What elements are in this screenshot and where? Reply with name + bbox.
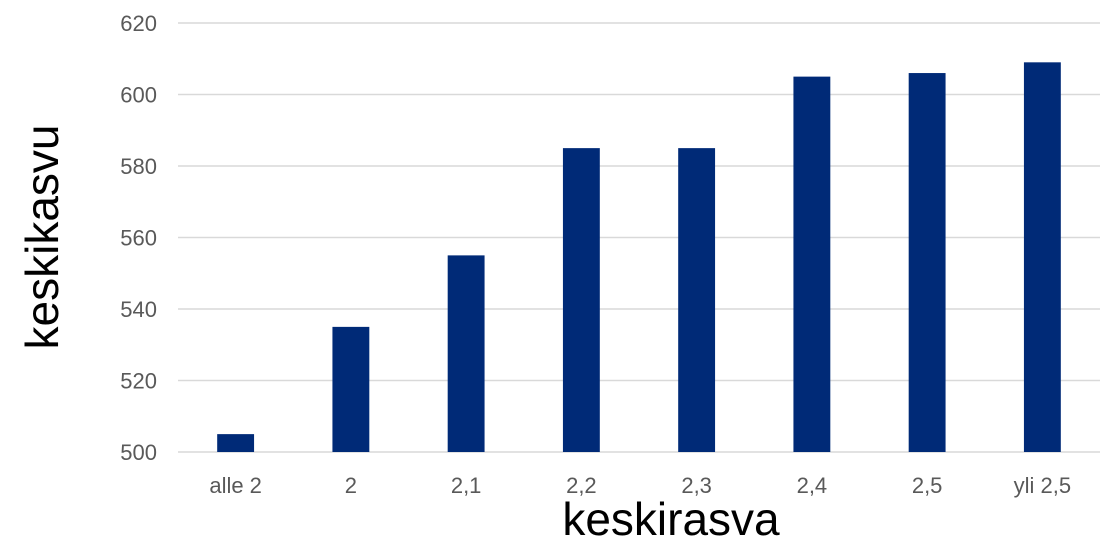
- x-tick-label: 2,3: [681, 473, 712, 498]
- x-axis-title: keskirasva: [562, 493, 780, 538]
- y-axis-ticks: 500 520 540 560 580 600 620: [120, 11, 157, 465]
- bars: [217, 62, 1061, 453]
- y-tick-label: 600: [120, 83, 157, 108]
- x-tick-label: 2: [345, 473, 357, 498]
- bar: [217, 434, 255, 452]
- x-axis-ticks: alle 2 2 2,1 2,2 2,3 2,4 2,5 yli 2,5: [209, 473, 1071, 498]
- y-tick-label: 560: [120, 226, 157, 251]
- y-tick-label: 580: [120, 154, 157, 179]
- x-tick-label: 2,2: [566, 473, 597, 498]
- bar: [447, 255, 485, 452]
- bar: [1023, 62, 1061, 452]
- x-tick-label: 2,5: [912, 473, 943, 498]
- bar: [562, 148, 600, 452]
- x-tick-label: alle 2: [209, 473, 262, 498]
- y-tick-label: 520: [120, 369, 157, 394]
- bar: [908, 73, 946, 453]
- bar: [793, 76, 831, 452]
- x-tick-label: 2,1: [451, 473, 482, 498]
- y-axis-title: keskikasvu: [16, 125, 68, 350]
- y-tick-label: 620: [120, 11, 157, 36]
- gridlines: [178, 22, 1100, 453]
- x-tick-label: yli 2,5: [1014, 473, 1071, 498]
- y-tick-label: 540: [120, 297, 157, 322]
- bar: [678, 148, 716, 452]
- bar: [332, 326, 370, 452]
- x-tick-label: 2,4: [797, 473, 828, 498]
- y-tick-label: 500: [120, 440, 157, 465]
